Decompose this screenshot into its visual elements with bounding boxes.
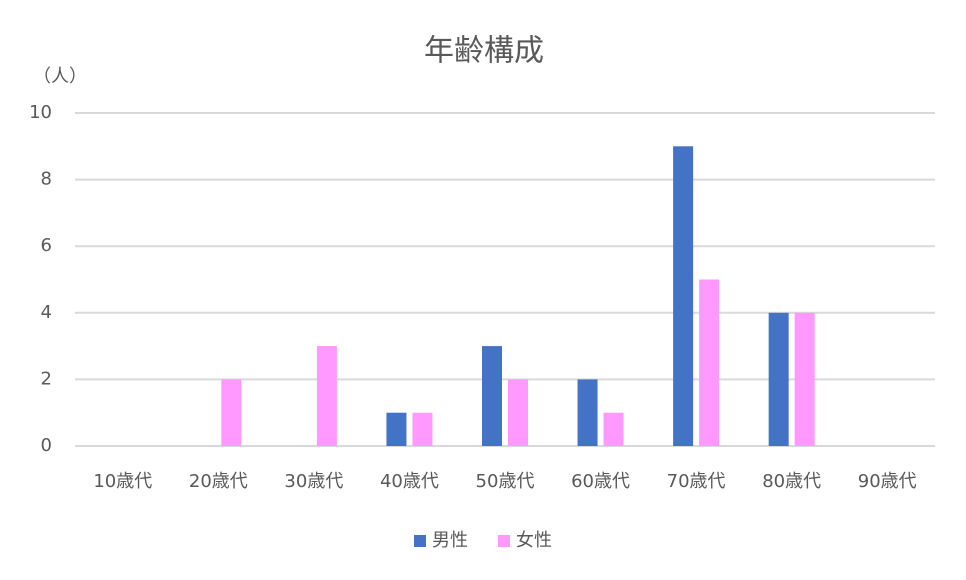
bar [316,346,337,446]
x-tick-label: 20歳代 [189,471,248,492]
x-tick-label: 60歳代 [571,471,630,492]
bar [221,379,242,446]
y-tick-label: 6 [41,235,52,256]
bar [699,279,720,446]
y-tick-label: 8 [41,169,52,190]
bar [412,412,433,446]
x-tick-label: 90歳代 [858,471,917,492]
y-tick-label: 0 [41,435,52,456]
bar [508,379,528,446]
x-tick-label: 70歳代 [667,471,726,492]
bar [768,312,789,446]
y-axis-label: （人） [33,66,87,87]
chart-title: 年齢構成 [424,34,544,69]
y-tick-label: 2 [41,368,52,389]
bar [673,146,694,447]
legend-swatch [414,535,426,547]
y-tick-label: 4 [41,302,52,323]
bar [482,346,502,446]
legend-label: 男性 [432,530,468,551]
x-tick-label: 80歳代 [762,471,821,492]
y-tick-label: 10 [29,102,52,123]
bar [577,379,598,446]
x-tick-label: 10歳代 [93,471,152,492]
bar [386,412,407,446]
bar [603,412,624,446]
legend-swatch [498,535,510,547]
legend-label: 女性 [516,530,552,551]
x-tick-label: 40歳代 [380,471,439,492]
x-tick-label: 30歳代 [284,471,343,492]
bar [794,312,815,446]
x-tick-label: 50歳代 [476,471,535,492]
